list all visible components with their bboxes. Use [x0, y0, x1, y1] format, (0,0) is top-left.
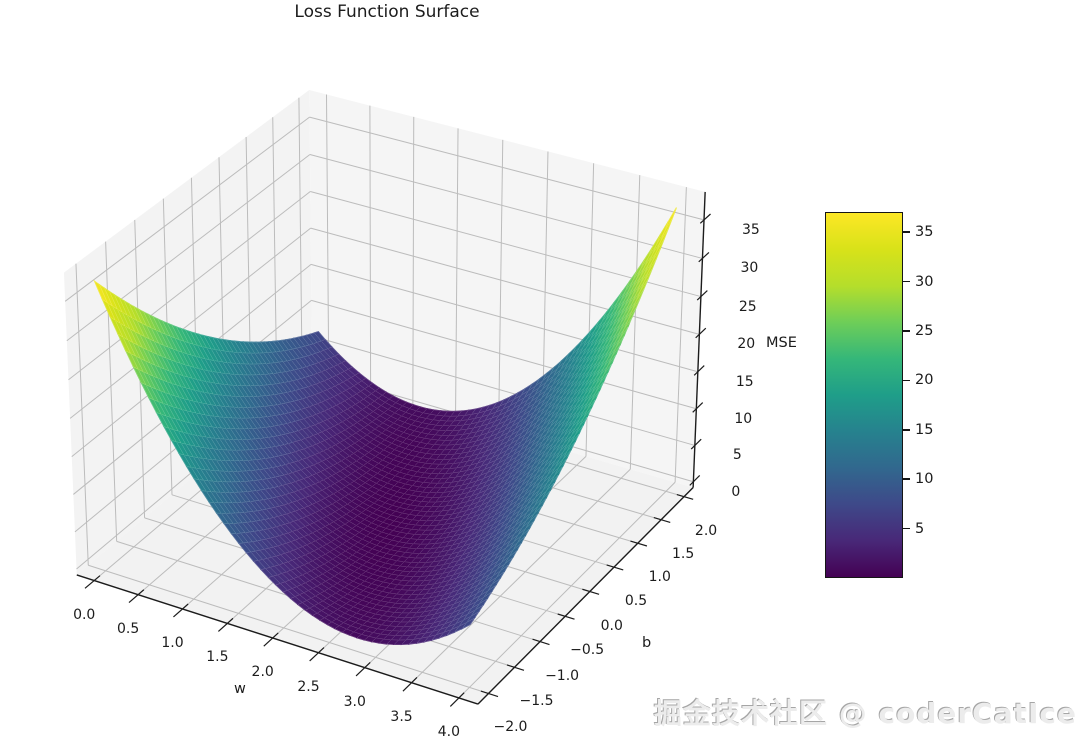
colorbar: [825, 212, 903, 578]
y-axis-label: b: [642, 635, 652, 651]
z-axis-label: MSE: [766, 335, 797, 351]
chart-title: Loss Function Surface: [294, 2, 480, 22]
watermark: 掘金技术社区 @ coderCatIce: [653, 697, 1077, 730]
x-axis-label: w: [234, 681, 246, 697]
